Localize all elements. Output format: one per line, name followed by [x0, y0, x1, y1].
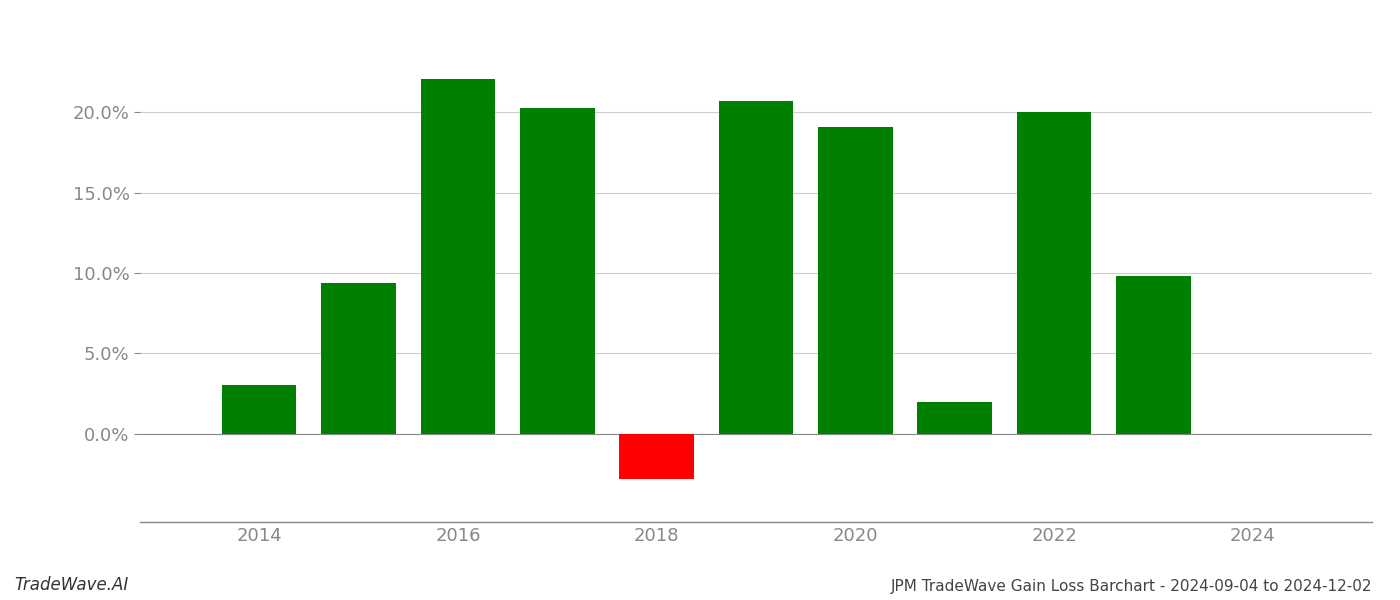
Bar: [818, 127, 893, 434]
Bar: [1116, 276, 1190, 434]
Text: TradeWave.AI: TradeWave.AI: [14, 576, 129, 594]
Bar: [917, 401, 993, 434]
Bar: [1016, 112, 1092, 434]
Bar: [322, 283, 396, 434]
Bar: [223, 385, 297, 434]
Bar: [718, 101, 794, 434]
Bar: [619, 434, 694, 479]
Bar: [519, 107, 595, 434]
Bar: [420, 79, 496, 434]
Text: JPM TradeWave Gain Loss Barchart - 2024-09-04 to 2024-12-02: JPM TradeWave Gain Loss Barchart - 2024-…: [890, 579, 1372, 594]
